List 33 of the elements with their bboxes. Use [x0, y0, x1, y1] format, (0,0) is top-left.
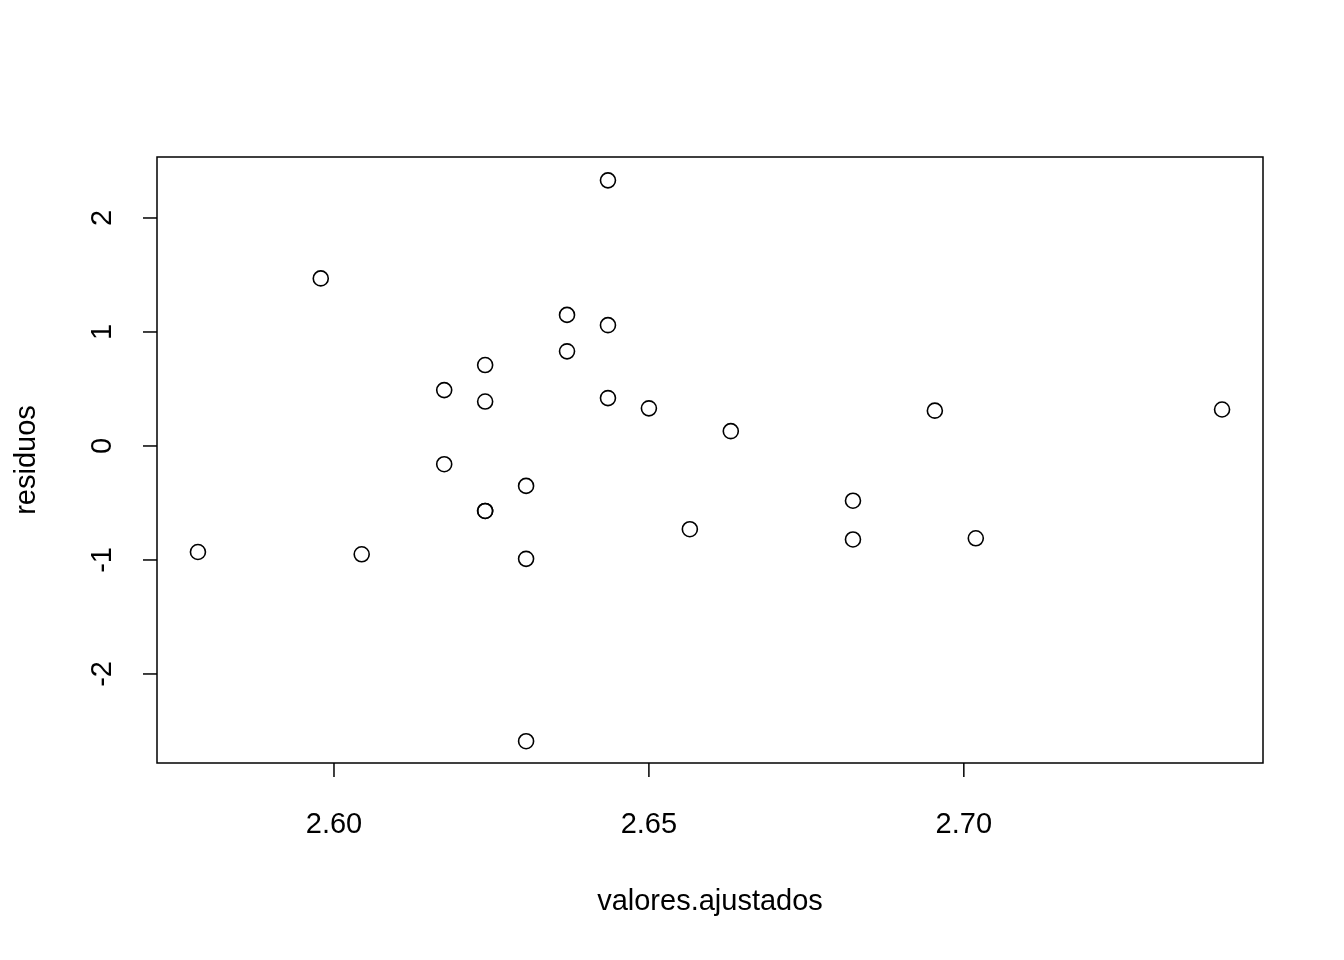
point: [189, 543, 207, 561]
point: [1213, 401, 1231, 418]
point: [558, 306, 576, 324]
point: [926, 402, 944, 419]
x-tick-label: 2.65: [620, 807, 678, 839]
point: [844, 492, 862, 509]
point: [517, 477, 535, 495]
point: [681, 520, 699, 538]
x-tick-label: 2.60: [305, 807, 363, 839]
point: [476, 393, 494, 410]
point: [722, 422, 740, 440]
y-tick-label: 0: [85, 437, 117, 455]
x-axis-title: valores.ajustados: [597, 884, 823, 916]
point: [476, 356, 494, 374]
point: [353, 545, 370, 563]
point: [517, 550, 535, 568]
point: [435, 455, 453, 473]
point: [312, 270, 330, 287]
point: [844, 531, 862, 548]
point: [435, 381, 453, 399]
point: [517, 732, 535, 750]
point: [558, 343, 576, 360]
y-axis-title: residuos: [9, 405, 41, 515]
point: [599, 316, 617, 334]
y-tick-label: -1: [85, 547, 117, 573]
point: [599, 389, 617, 407]
y-tick-label: -2: [85, 661, 117, 687]
point: [640, 400, 658, 417]
y-tick-label: 2: [85, 209, 117, 227]
x-tick-label: 2.70: [935, 807, 993, 839]
y-tick-label: 1: [85, 323, 117, 341]
point: [967, 530, 985, 547]
point: [599, 172, 617, 189]
